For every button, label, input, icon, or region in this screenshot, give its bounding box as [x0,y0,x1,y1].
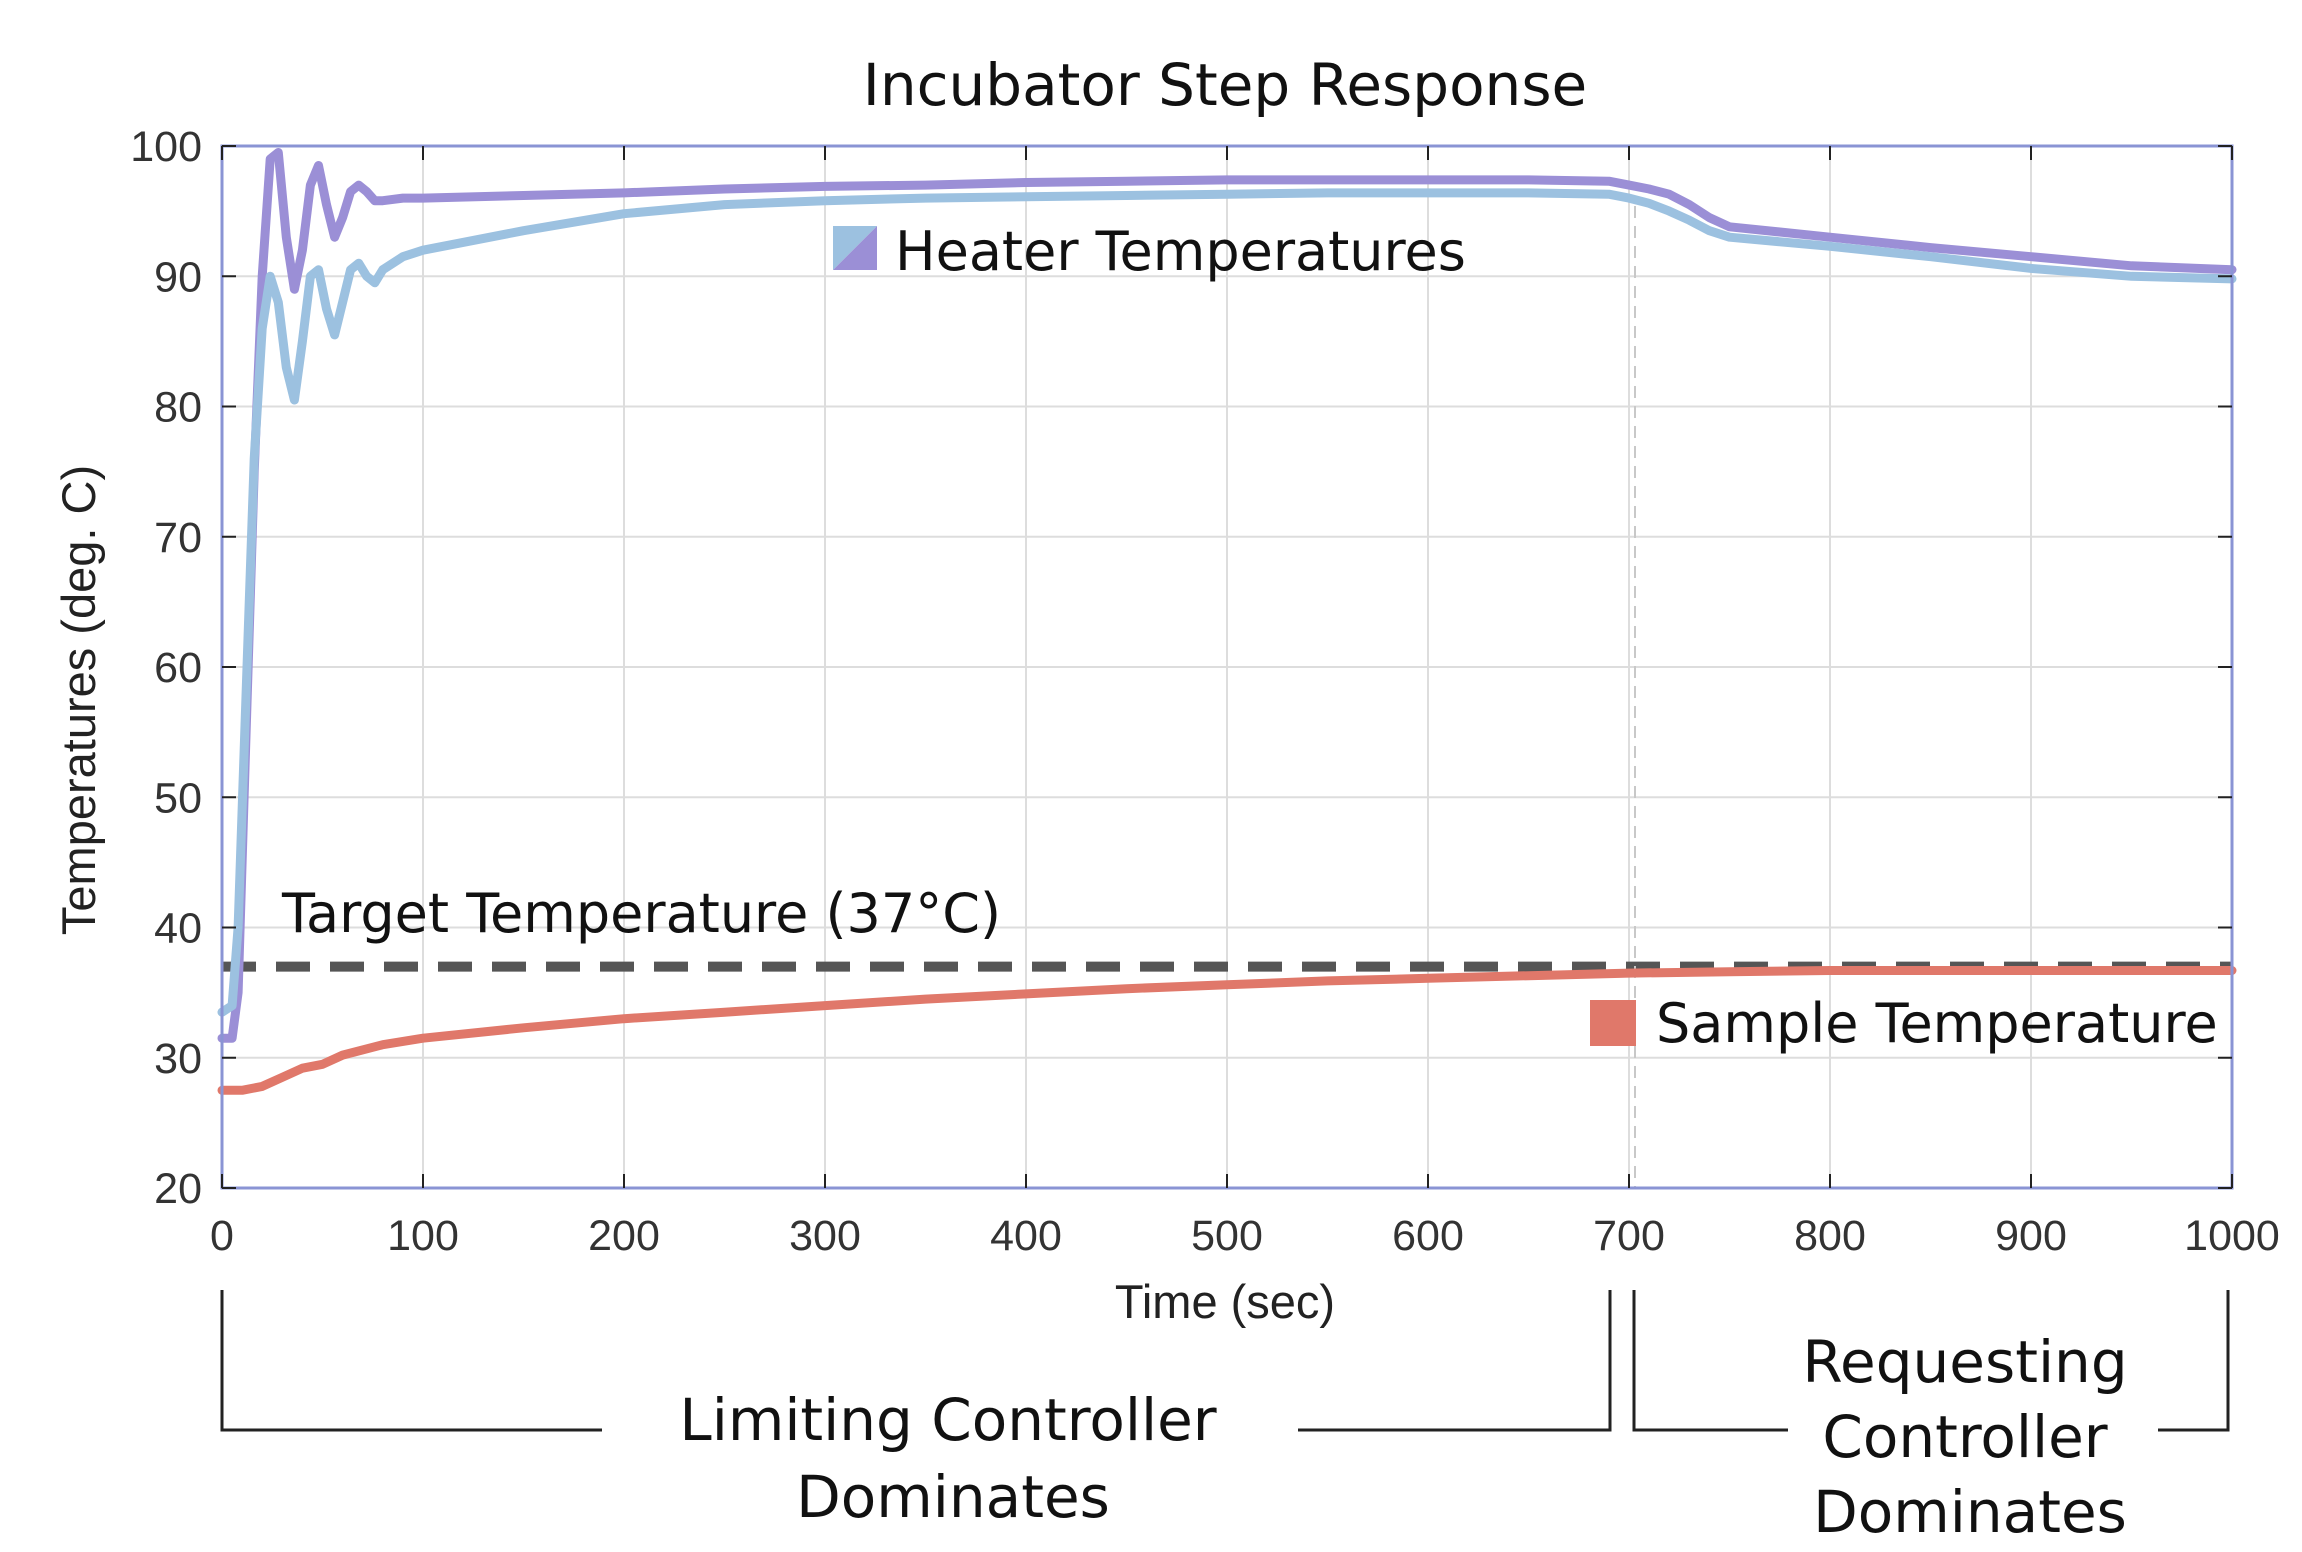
requesting-region-label-2: Controller [1822,1403,2107,1471]
x-axis-label: Time (sec) [1115,1275,1335,1328]
limiting-bracket-left [220,1290,602,1432]
target-temperature-label: Target Temperature (37°C) [281,882,1001,945]
requesting-bracket-left [1632,1290,1788,1432]
y-tick-label: 100 [130,123,202,171]
y-tick-label: 20 [154,1165,202,1213]
y-tick-label: 90 [154,253,202,301]
x-tick-label: 500 [1191,1212,1263,1260]
y-tick-label: 80 [154,384,202,432]
heater-legend: Heater Temperatures [833,220,1466,283]
axes-frame-layer [220,144,2234,1190]
region-brackets [220,1290,2230,1432]
y-tick-label: 40 [154,905,202,953]
requesting-region-label-3: Dominates [1813,1478,2127,1546]
heater-swatch-dark [833,226,877,270]
y-tick-label: 60 [154,644,202,692]
y-tick-label: 70 [154,514,202,562]
series-layer [217,148,2237,1095]
sample-temperature-label: Sample Temperature [1656,992,2218,1055]
x-tick-label: 600 [1392,1212,1464,1260]
x-tick-label: 900 [1995,1212,2067,1260]
sample-legend: Sample Temperature [1590,992,2218,1055]
x-tick-label: 0 [210,1212,234,1260]
series-line-heater-2 [217,188,2237,1017]
x-tick-label: 800 [1794,1212,1866,1260]
x-tick-label: 1000 [2184,1212,2280,1260]
y-axis-label: Temperatures (deg. C) [52,465,105,935]
limiting-region-label-2: Dominates [796,1463,1110,1531]
limiting-region-label-1: Limiting Controller [679,1386,1216,1454]
x-tick-label: 400 [990,1212,1062,1260]
limiting-bracket-right [1298,1290,1612,1432]
x-tick-label: 300 [789,1212,861,1260]
series-line-sample [217,966,2237,1095]
y-tick-label: 30 [154,1035,202,1083]
requesting-region-label-1: Requesting [1802,1328,2127,1396]
heater-temperatures-label: Heater Temperatures [895,220,1466,283]
sample-swatch [1590,1000,1636,1046]
x-tick-label: 200 [588,1212,660,1260]
tick-labels: 0 100 200 300 400 500 600 700 800 900 1000 20 30 40 50… [130,123,2280,1260]
y-tick-label: 50 [154,774,202,822]
requesting-bracket-right [2158,1290,2230,1432]
x-tick-label: 100 [387,1212,459,1260]
x-tick-label: 700 [1593,1212,1665,1260]
series-line-heater-1 [217,148,2237,1043]
chart-title: Incubator Step Response [863,51,1587,119]
